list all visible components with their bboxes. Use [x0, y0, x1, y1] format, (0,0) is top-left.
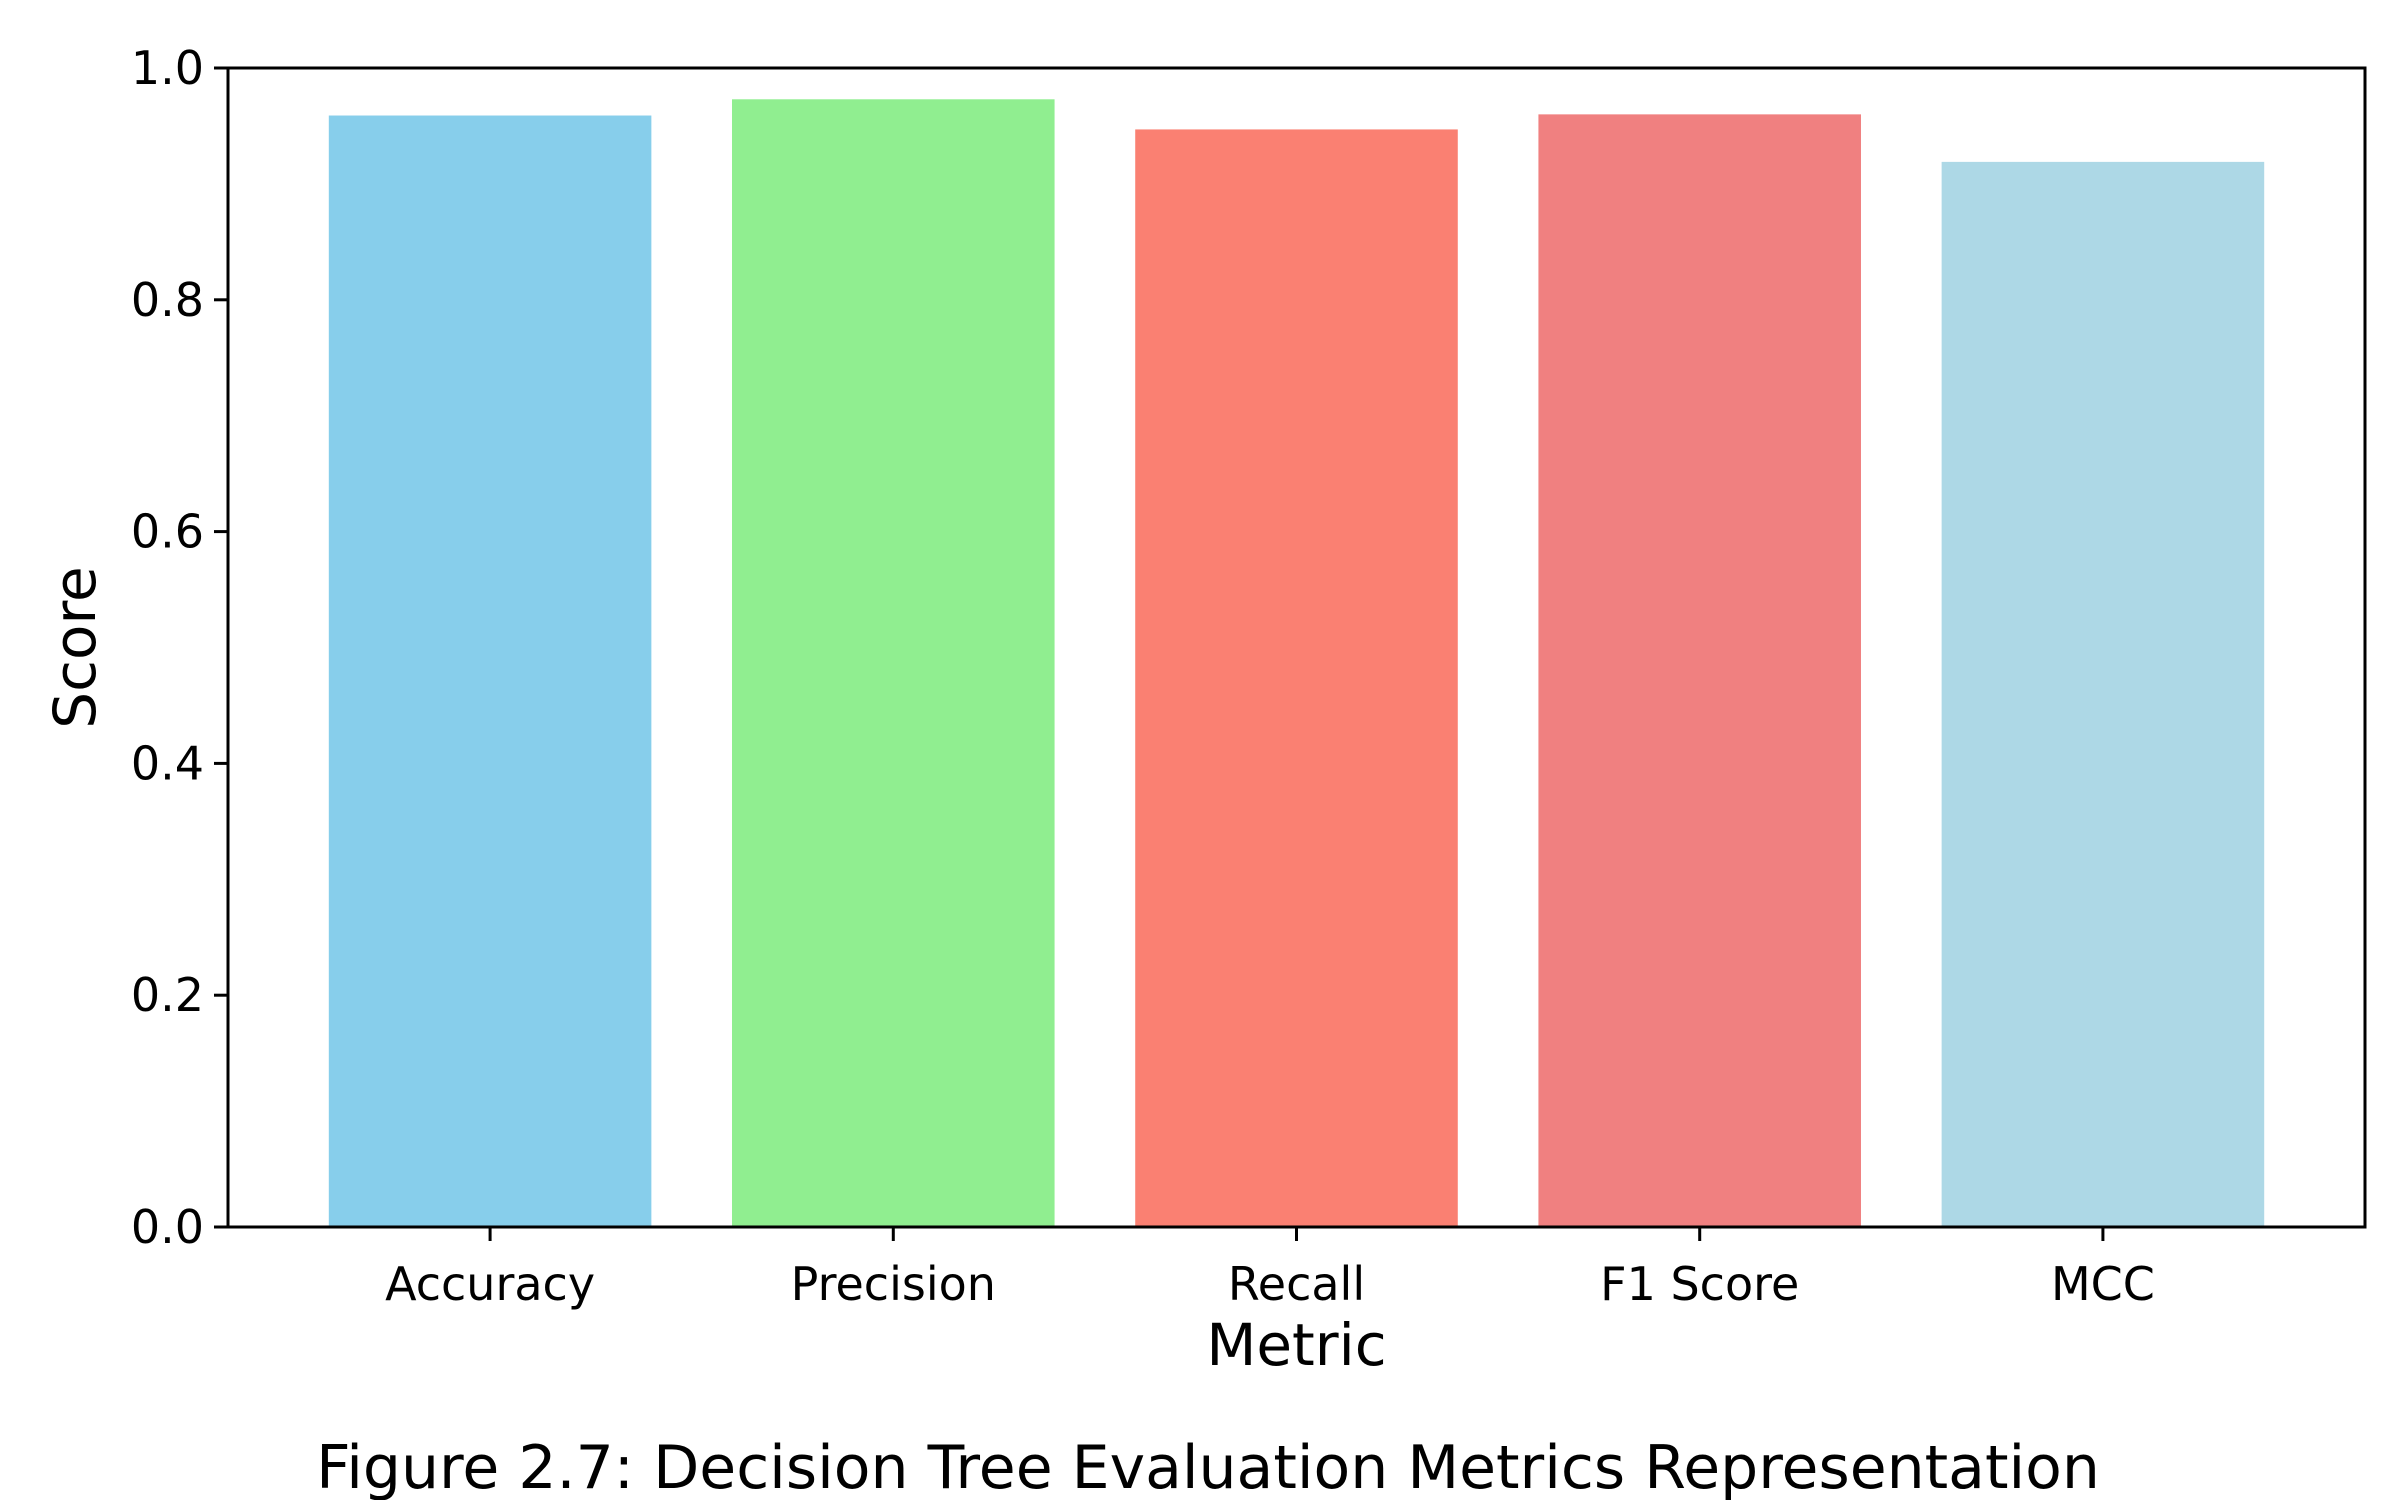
bar-recall — [1135, 129, 1458, 1227]
bar-accuracy — [328, 115, 652, 1227]
figure-caption: Figure 2.7: Decision Tree Evaluation Met… — [316, 1433, 2100, 1500]
y-tick-label: 0.4 — [131, 736, 204, 790]
x-tick-label: Precision — [791, 1257, 996, 1311]
y-tick-label: 0.6 — [131, 505, 204, 559]
bars-layer — [328, 99, 2265, 1228]
y-tick-label: 1.0 — [131, 41, 204, 95]
x-tick-label: Recall — [1228, 1257, 1365, 1311]
x-tick-label: MCC — [2051, 1257, 2155, 1311]
y-axis-label: Score — [41, 566, 109, 728]
x-axis: Accuracy Precision Recall F1 Score MCC — [385, 1227, 2155, 1311]
bar-mcc — [1941, 161, 2265, 1227]
bar-precision — [732, 99, 1055, 1228]
y-axis: 0.0 0.2 0.4 0.6 0.8 1.0 — [131, 41, 228, 1254]
x-tick-label: F1 Score — [1600, 1257, 1799, 1311]
x-tick-label: Accuracy — [385, 1257, 595, 1311]
x-axis-label: Metric — [1206, 1311, 1386, 1379]
bar-f1-score — [1538, 114, 1861, 1228]
y-tick-label: 0.0 — [131, 1200, 204, 1254]
y-tick-label: 0.2 — [131, 968, 204, 1022]
y-tick-label: 0.8 — [131, 273, 204, 327]
plot-frame — [226, 66, 2367, 1229]
